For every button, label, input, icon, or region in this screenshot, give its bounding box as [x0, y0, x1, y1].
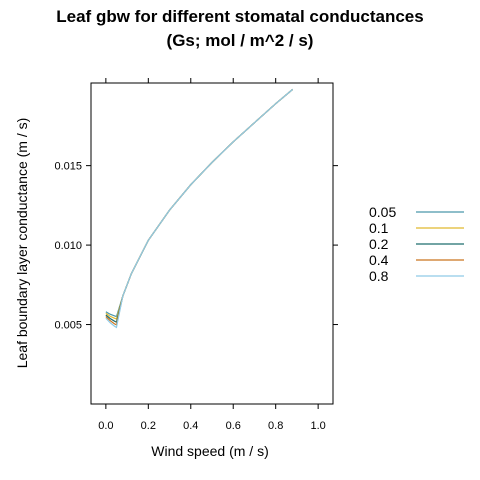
series-line-0.4	[105, 88, 294, 326]
legend: 0.050.10.20.40.8	[369, 204, 464, 284]
x-tick-label: 0.8	[268, 420, 283, 432]
legend-label: 0.05	[369, 204, 396, 220]
series-line-0.05	[105, 88, 294, 318]
chart-title-line-1: Leaf gbw for different stomatal conducta…	[56, 7, 423, 26]
x-axis-label: Wind speed (m / s)	[151, 443, 268, 459]
legend-label: 0.8	[369, 268, 389, 284]
legend-label: 0.2	[369, 236, 389, 252]
y-axis-label: Leaf boundary layer conductance (m / s)	[14, 118, 30, 369]
y-tick-label: 0.010	[54, 240, 82, 252]
y-tick-label: 0.015	[54, 161, 82, 173]
x-tick-label: 0.0	[98, 420, 113, 432]
y-axis: 0.005 0.010 0.015	[54, 161, 338, 332]
x-axis: 0.0 0.2 0.4 0.6 0.8 1.0	[98, 78, 326, 432]
x-tick-label: 0.4	[183, 420, 198, 432]
series-line-0.2	[105, 88, 294, 324]
y-tick-label: 0.005	[54, 320, 82, 332]
legend-label: 0.1	[369, 220, 389, 236]
plot-lines	[105, 88, 294, 329]
plot-frame	[90, 82, 334, 405]
x-tick-label: 0.2	[141, 420, 156, 432]
series-line-0.1	[105, 88, 294, 320]
chart-title-line-2: (Gs; mol / m^2 / s)	[167, 31, 314, 50]
series-line-0.8	[105, 88, 294, 329]
x-tick-label: 1.0	[310, 420, 325, 432]
x-tick-label: 0.6	[226, 420, 241, 432]
legend-label: 0.4	[369, 252, 389, 268]
